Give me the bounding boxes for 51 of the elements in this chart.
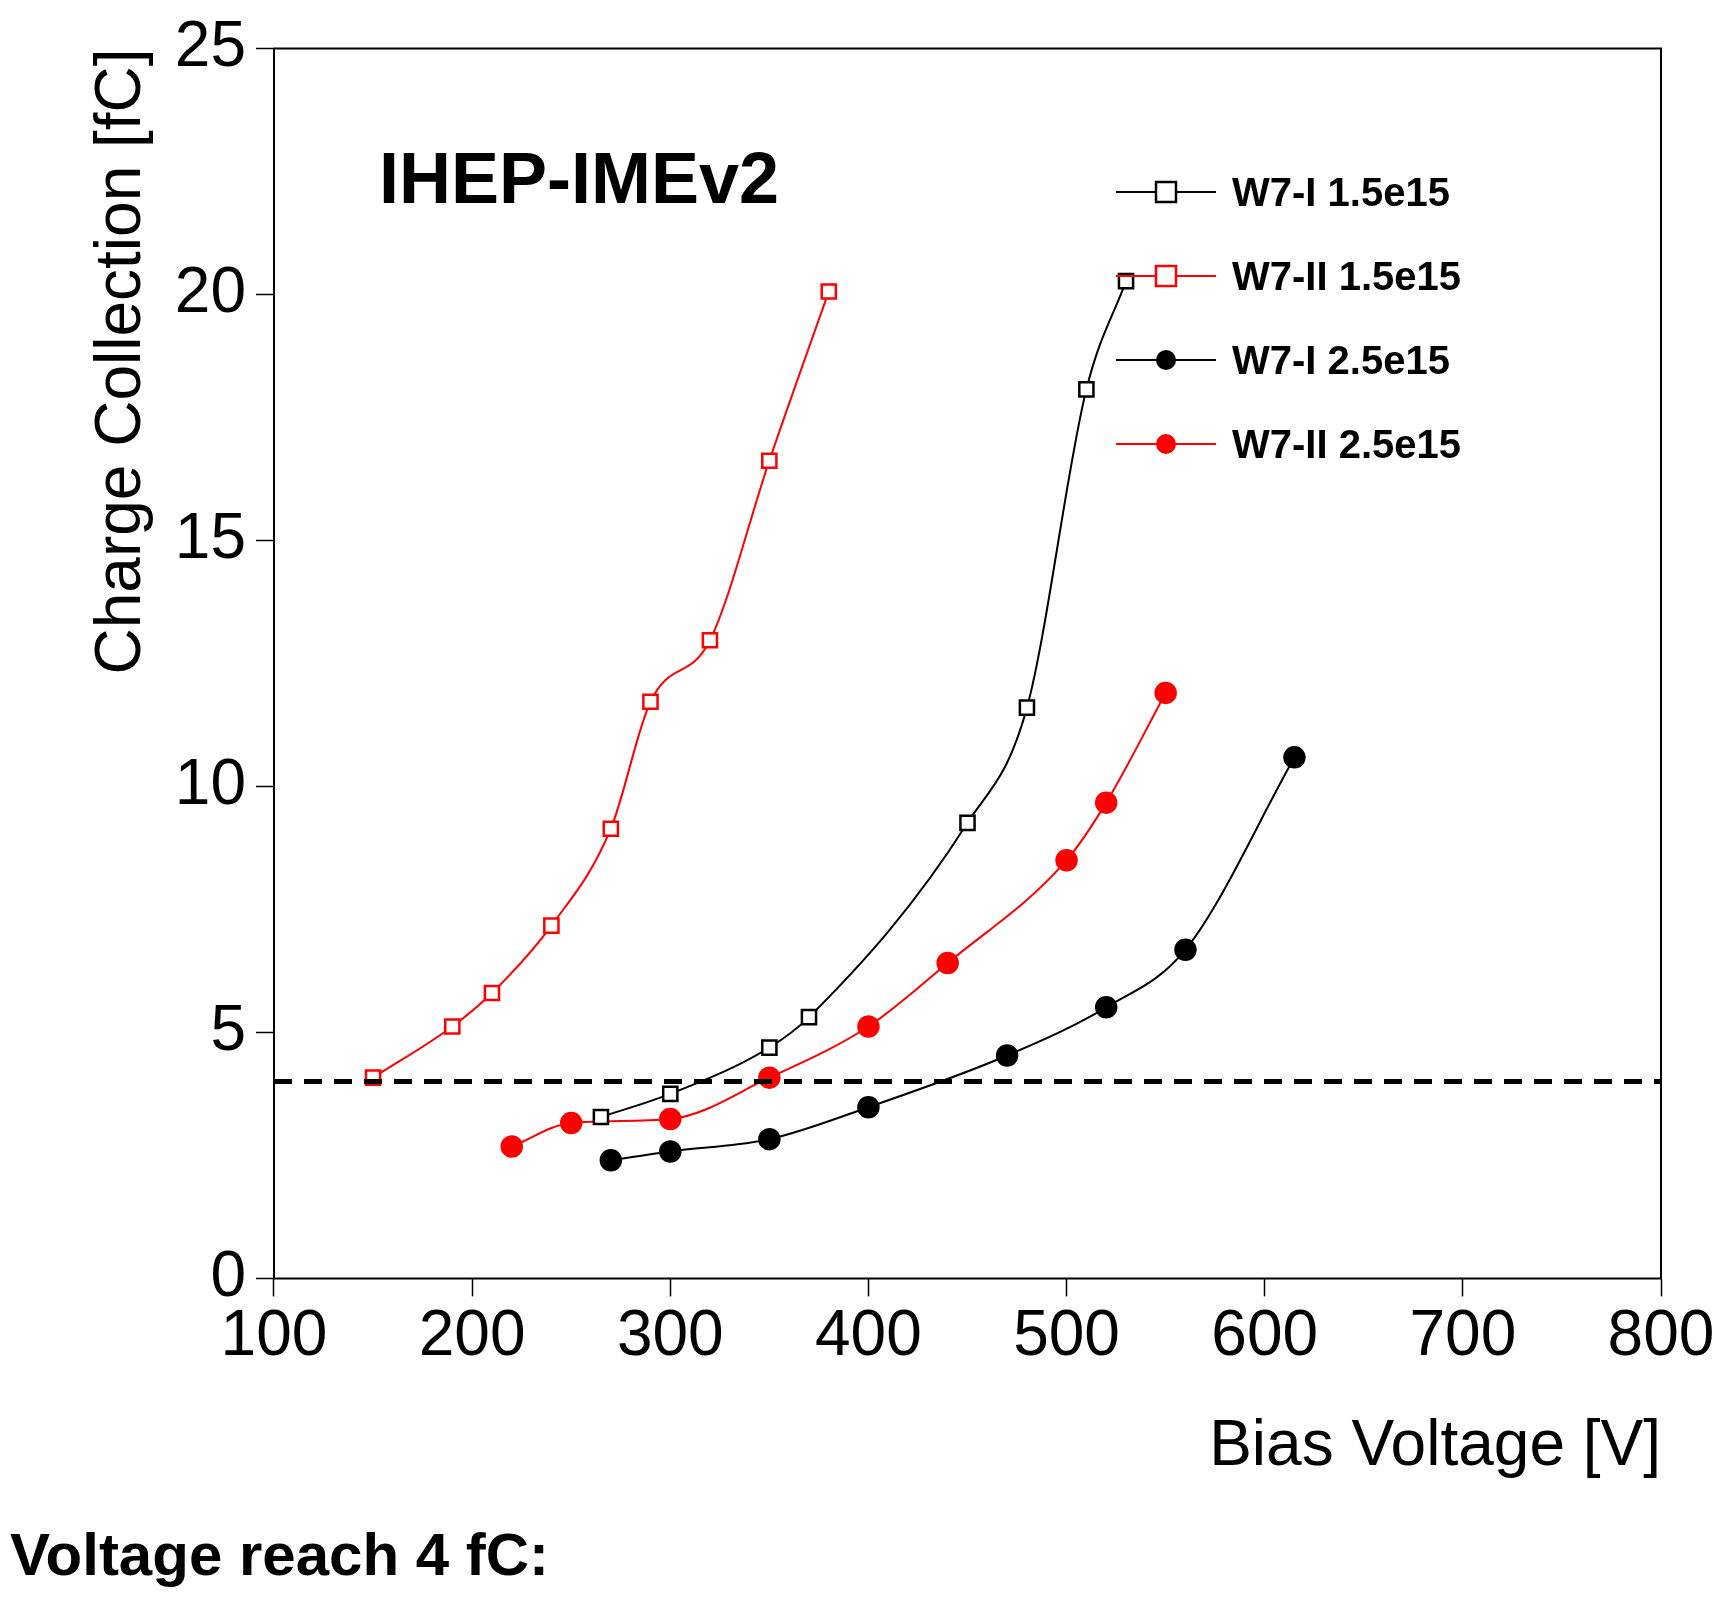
- point: [701, 631, 719, 649]
- point: [1283, 746, 1306, 769]
- point: [602, 820, 620, 838]
- point: [543, 917, 560, 934]
- y-tick-label: 20: [174, 254, 246, 327]
- point: [1154, 681, 1177, 705]
- point: [761, 1039, 778, 1056]
- point: [800, 1008, 818, 1026]
- x-tick-label: 700: [1409, 1297, 1517, 1370]
- x-tick-label: 200: [418, 1297, 526, 1370]
- point: [820, 283, 838, 300]
- point: [483, 984, 501, 1002]
- point: [1078, 381, 1095, 398]
- point: [1018, 699, 1036, 716]
- x-tick-label: 600: [1211, 1297, 1319, 1370]
- point: [959, 814, 976, 832]
- point: [1055, 848, 1078, 872]
- point: [444, 1018, 461, 1035]
- y-axis-title: Charge Collection [fC]: [82, 48, 155, 675]
- point: [659, 1140, 682, 1163]
- legend-label: W7-II 2.5e15: [1231, 421, 1461, 467]
- point: [642, 693, 659, 711]
- point: [592, 1108, 610, 1126]
- y-tick-label: 25: [174, 8, 246, 81]
- point: [1174, 938, 1197, 961]
- text: Voltage reach 4 fC:: [10, 1520, 550, 1589]
- point: [995, 1044, 1019, 1067]
- legend-label: W7-I 2.5e15: [1231, 337, 1450, 383]
- x-tick-label: 500: [1013, 1297, 1120, 1370]
- point: [559, 1111, 583, 1135]
- point: [500, 1135, 524, 1158]
- x-tick-label: 800: [1607, 1297, 1715, 1370]
- x-tick-label: 300: [616, 1297, 724, 1370]
- point: [599, 1149, 623, 1172]
- legend-label: W7-I 1.5e15: [1231, 169, 1450, 215]
- point: [661, 1085, 679, 1103]
- point: [659, 1107, 682, 1131]
- y-tick-label: 10: [174, 746, 246, 819]
- point: [857, 1015, 880, 1038]
- point: [936, 951, 959, 975]
- text: IHEP-IMEv2: [378, 138, 780, 219]
- y-tick-label: 15: [174, 500, 246, 573]
- y-tick-label: 5: [210, 992, 246, 1065]
- point: [1094, 996, 1118, 1019]
- legend-label: W7-II 1.5e15: [1231, 253, 1461, 299]
- point: [758, 1127, 781, 1151]
- point: [1094, 791, 1118, 814]
- x-axis-title: Bias Voltage [V]: [1209, 1407, 1661, 1480]
- x-tick-label: 400: [815, 1297, 922, 1370]
- point: [761, 452, 778, 470]
- point: [857, 1095, 880, 1119]
